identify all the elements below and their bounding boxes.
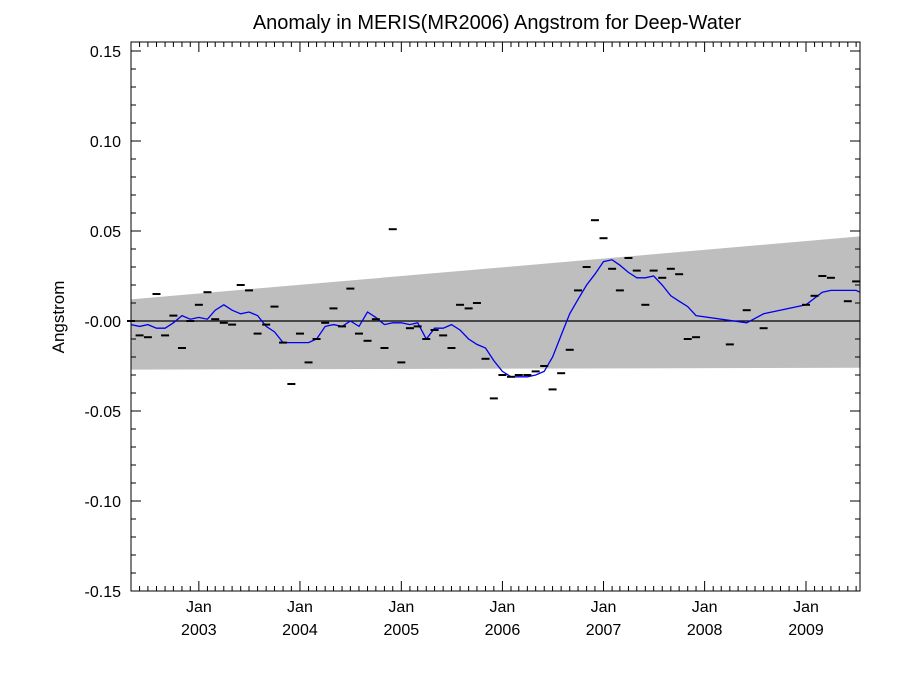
x-tick-month-label-6: Jan [793, 599, 819, 616]
x-tick-month-label-1: Jan [287, 599, 313, 616]
x-tick-year-label-5: 2008 [687, 622, 723, 639]
x-tick-year-label-6: 2009 [788, 622, 824, 639]
y-tick-label-1: 0.10 [90, 134, 121, 151]
y-tick-label-3: -0.00 [85, 314, 122, 331]
x-tick-month-label-4: Jan [591, 599, 617, 616]
x-tick-month-label-2: Jan [388, 599, 414, 616]
x-tick-month-label-0: Jan [186, 599, 212, 616]
x-tick-month-label-5: Jan [692, 599, 718, 616]
y-tick-label-4: -0.05 [85, 404, 122, 421]
plot-area: 0.15 0.10 0.05 -0.00 -0.05 -0.10 -0.15 Jan 2003 J… [85, 41, 861, 639]
confidence-band [131, 236, 860, 370]
y-tick-label-2: 0.05 [90, 224, 121, 241]
y-tick-label-0: 0.15 [90, 44, 121, 61]
smoothed-series-line [130, 259, 861, 378]
x-tick-month-label-3: Jan [490, 599, 516, 616]
y-axis-label: Angstrom [49, 281, 68, 354]
chart-title: Anomaly in MERIS(MR2006) Angstrom for De… [253, 12, 742, 34]
x-tick-year-label-4: 2007 [586, 622, 622, 639]
x-tick-year-label-1: 2004 [282, 622, 318, 639]
y-tick-label-6: -0.15 [85, 584, 122, 601]
y-tick-label-5: -0.10 [85, 494, 122, 511]
x-tick-year-label-2: 2005 [384, 622, 420, 639]
x-tick-year-label-0: 2003 [181, 622, 217, 639]
x-tick-year-label-3: 2006 [485, 622, 521, 639]
plot-frame [130, 41, 861, 592]
